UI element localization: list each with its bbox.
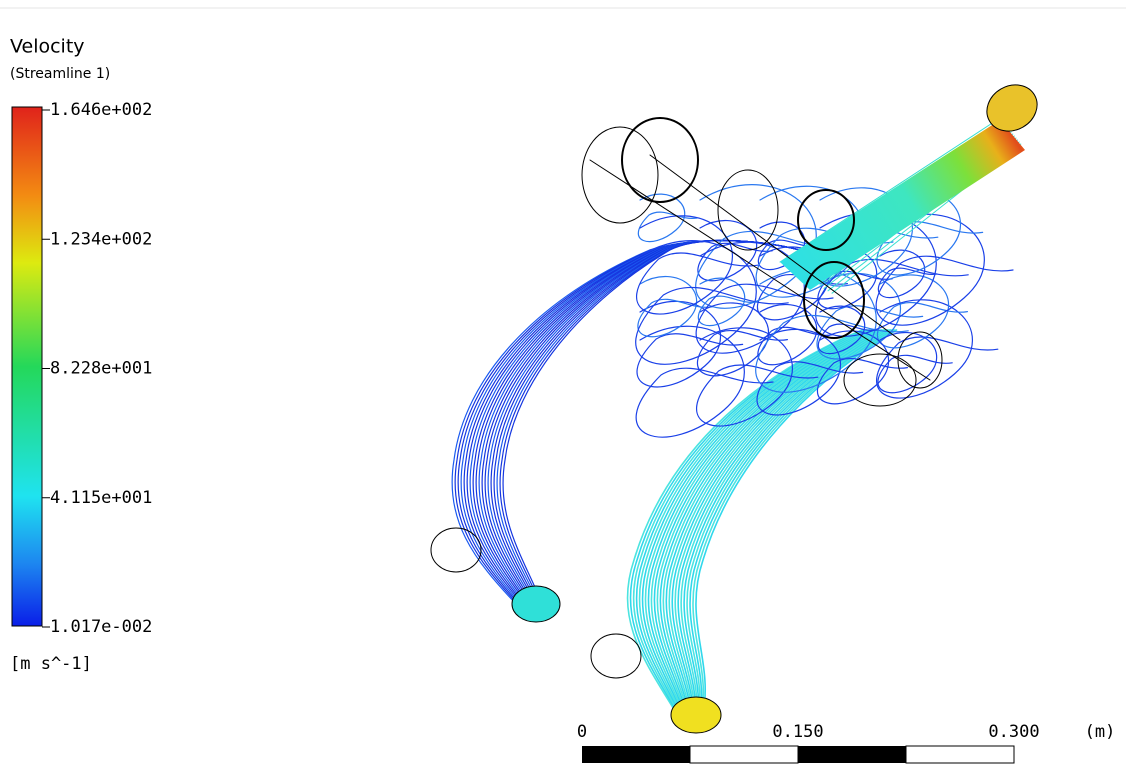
legend-subtitle: (Streamline 1) — [10, 66, 110, 82]
streamline — [637, 216, 758, 314]
legend-label: 1.017e-002 — [50, 617, 152, 637]
viewer: Velocity (Streamline 1) 1.646e+002 1.234e… — [0, 0, 1126, 765]
legend-units: [m s^-1] — [10, 654, 92, 674]
streamline — [488, 241, 800, 605]
scale-label: 0.300 — [988, 722, 1039, 742]
streamline — [470, 241, 800, 605]
scale-label: 0 — [577, 722, 587, 742]
streamlines — [431, 76, 1046, 733]
legend-label: 8.228e+001 — [50, 359, 152, 379]
scale-label: 0.150 — [772, 722, 823, 742]
scale-segment — [906, 746, 1014, 763]
scale-segment — [798, 746, 906, 763]
color-bar — [12, 107, 42, 626]
legend-label: 4.115e+001 — [50, 488, 152, 508]
legend-title: Velocity — [10, 36, 85, 58]
streamline — [780, 118, 1000, 262]
legend-labels: 1.646e+002 1.234e+002 8.228e+001 4.115e+001… — [42, 100, 152, 637]
legend-label: 1.234e+002 — [50, 229, 152, 249]
scale-units: (m) — [1085, 722, 1116, 742]
scale-segment — [690, 746, 798, 763]
legend-label: 1.646e+002 — [50, 100, 152, 120]
scale-segment — [582, 746, 690, 763]
page: Velocity (Streamline 1) 1.646e+002 1.234e… — [0, 0, 1126, 765]
scale-bar: 0 0.150 0.300 (m) — [577, 722, 1115, 763]
